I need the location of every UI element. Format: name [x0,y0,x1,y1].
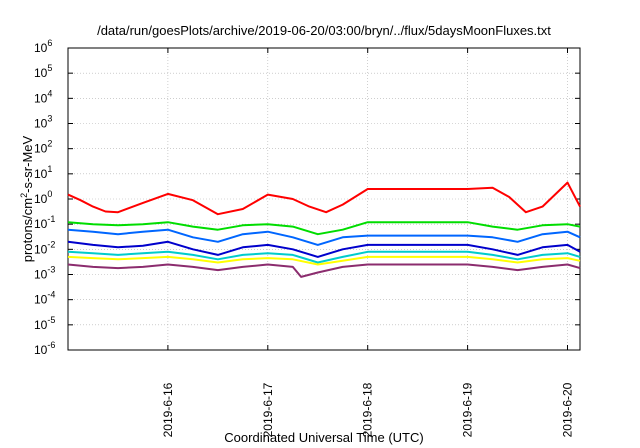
y-axis-label: protons/cm2-s-sr-MeV [19,135,35,262]
y-tick-label: 10-6 [34,340,55,357]
y-tick-label: 105 [34,63,52,80]
series-lines [67,181,581,278]
y-tick-label: 10-1 [34,214,55,231]
y-tick-label: 106 [34,38,52,55]
y-tick-label: 104 [34,88,52,105]
y-tick-label: 10-3 [34,265,55,282]
x-axis-label: Coordinated Universal Time (UTC) [224,430,423,445]
y-axis-ticks: 10-6 10-5 10-4 10-3 10-2 10-1 100 101 102 103 104 1… [34,38,580,357]
series-line-4 [67,240,581,258]
series-line-2 [67,221,581,236]
y-tick-label: 101 [34,164,52,181]
series-line-5 [67,250,581,264]
y-axis-label-base: protons/cm [20,198,35,262]
x-tick-label: 2019-6-17 [261,382,275,437]
series-line-7 [67,263,581,278]
x-tick-label: 2019-6-16 [161,382,175,437]
y-tick-label: 10-2 [34,239,55,256]
y-axis-label-sup: 2 [19,193,29,198]
y-tick-label: 10-4 [34,290,55,307]
y-tick-label: 103 [34,114,52,131]
y-tick-label: 100 [34,189,52,206]
series-line-6 [67,255,581,266]
x-tick-label: 2019-6-18 [361,382,375,437]
x-tick-label: 2019-6-20 [561,382,575,437]
grid [68,48,580,350]
x-axis-ticks: 2019-6-16 2019-6-17 2019-6-18 2019-6-19 2019… [161,48,575,437]
y-axis-label-rest: -s-sr-MeV [20,135,35,192]
y-tick-label: 10-5 [34,315,55,332]
series-line-1 [67,181,581,216]
chart-title: /data/run/goesPlots/archive/2019-06-20/0… [97,23,551,38]
series-line-3 [67,228,581,246]
x-tick-label: 2019-6-19 [461,382,475,437]
y-tick-label: 102 [34,139,52,156]
